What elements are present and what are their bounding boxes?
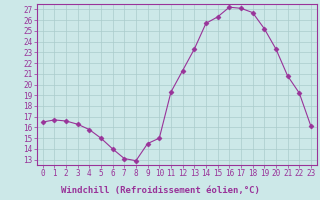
Text: Windchill (Refroidissement éolien,°C): Windchill (Refroidissement éolien,°C) [60, 186, 260, 195]
